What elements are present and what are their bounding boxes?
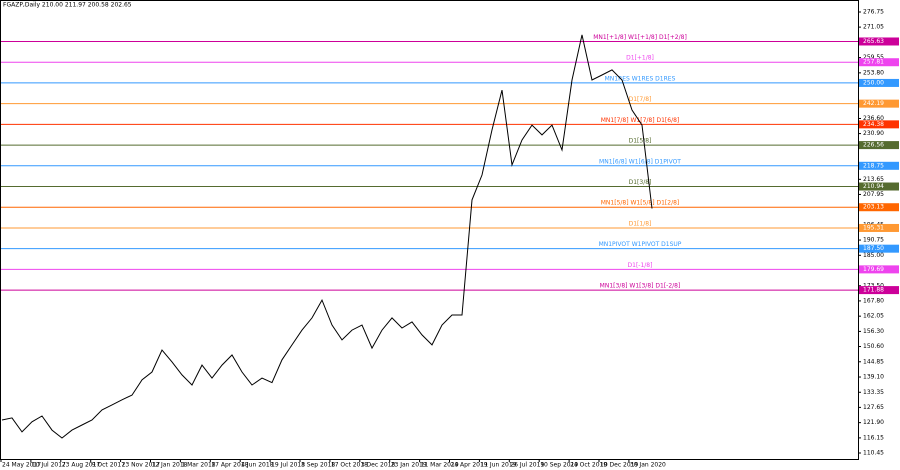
price-tag-label: 226.56 [863, 142, 884, 149]
x-tick-label: 10 Sep 2019 [540, 462, 578, 469]
x-tick-label: 10 Jul 2017 [32, 462, 66, 469]
price-tag-label: 234.38 [863, 121, 884, 128]
y-tick-label: 116.15 [863, 434, 884, 441]
price-tag-label: 179.69 [863, 266, 884, 273]
y-tick-label: 133.35 [863, 389, 884, 396]
y-tick-label: 139.10 [863, 374, 884, 381]
y-tick-label: 121.90 [863, 419, 884, 426]
x-tick-label: 11 Jun 2019 [480, 462, 516, 469]
x-tick-label: 10 Dec 2019 [600, 462, 639, 469]
price-tag-label: 187.50 [863, 245, 884, 252]
x-tick-label: 26 Jul 2019 [510, 462, 544, 469]
level-label: D1[3/8] [629, 179, 652, 186]
y-tick-label: 144.85 [863, 358, 884, 365]
y-tick-label: 207.95 [863, 191, 884, 198]
price-tag [859, 223, 899, 232]
price-tag-label: 195.31 [863, 224, 884, 231]
level-label: MN1[7/8] W1[7/8] D1[6/8] [601, 117, 680, 124]
price-tag-label: 250.00 [863, 79, 884, 86]
x-tick-label: 4 Jun 2018 [241, 462, 273, 469]
x-tick-label: 24 Apr 2019 [451, 462, 488, 469]
x-tick-label: 11 Mar 2019 [421, 462, 459, 469]
price-tag-label: 210.94 [863, 183, 884, 190]
y-tick-label: 173.50 [863, 282, 884, 289]
level-label: D1[7/8] [629, 96, 652, 103]
price-tag [859, 161, 899, 170]
price-tag-label: 242.19 [863, 100, 884, 107]
x-tick-label: 1 Mar 2018 [181, 462, 215, 469]
level-label: MN1[+1/8] W1[+1/8] D1[+2/8] [593, 34, 687, 41]
price-tag [859, 244, 899, 253]
price-tag-label: 265.63 [863, 38, 884, 45]
y-tick-label: 162.05 [863, 313, 884, 320]
price-tag [859, 78, 899, 87]
price-tag-label: 203.13 [863, 204, 884, 211]
price-tag [859, 203, 899, 212]
price-tag [859, 182, 899, 191]
x-tick-label: 19 Jul 2018 [271, 462, 305, 469]
level-label: MN1RES W1RES D1RES [605, 75, 676, 82]
level-label: MN1[3/8] W1[3/8] D1[-2/8] [600, 283, 681, 290]
price-line [1, 34, 653, 439]
price-tag [859, 37, 899, 46]
x-tick-label: 9 Oct 2017 [92, 462, 125, 469]
x-tick-label: 23 Aug 2017 [62, 462, 101, 469]
price-tag [859, 286, 899, 295]
level-label: MN1[5/8] W1[5/8] D1[2/8] [601, 200, 680, 207]
price-tag [859, 120, 899, 129]
x-tick-label: 23 Jan 2019 [391, 462, 427, 469]
level-label: D1[+1/8] [626, 55, 654, 62]
price-tag-label: 171.88 [863, 287, 884, 294]
y-tick-label: 156.30 [863, 328, 884, 335]
price-tag-label: 257.81 [863, 59, 884, 66]
x-tick-label: 12 Jan 2018 [152, 462, 188, 469]
level-label: MN1[6/8] W1[6/8] D1PIVOT [599, 158, 681, 165]
y-tick-label: 213.65 [863, 176, 884, 183]
y-tick-label: 259.55 [863, 54, 884, 61]
plot-frame [0, 0, 859, 460]
x-tick-label: 24 May 2017 [2, 462, 41, 469]
x-tick-label: 17 Oct 2018 [331, 462, 368, 469]
y-tick-label: 167.80 [863, 297, 884, 304]
price-tag [859, 141, 899, 150]
y-tick-label: 190.75 [863, 237, 884, 244]
x-tick-label: 24 Oct 2019 [570, 462, 607, 469]
level-label: D1[-1/8] [628, 262, 653, 269]
y-tick-label: 230.90 [863, 130, 884, 137]
price-tag [859, 265, 899, 274]
y-tick-label: 253.80 [863, 69, 884, 76]
price-tag-label: 218.75 [863, 162, 884, 169]
level-label: MN1PIVOT W1PIVOT D1SUP [599, 241, 682, 248]
x-tick-label: 23 Nov 2017 [122, 462, 161, 469]
x-tick-label: 3 Dec 2018 [361, 462, 396, 469]
y-tick-label: 271.05 [863, 24, 884, 31]
y-tick-label: 236.60 [863, 115, 884, 122]
price-tag [859, 99, 899, 108]
y-tick-label: 127.65 [863, 404, 884, 411]
x-tick-label: 30 Jan 2020 [630, 462, 666, 469]
y-tick-label: 276.75 [863, 9, 884, 16]
y-tick-label: 185.00 [863, 252, 884, 259]
x-tick-label: 3 Sep 2018 [301, 462, 335, 469]
price-tag [859, 58, 899, 67]
level-label: D1[5/8] [629, 138, 652, 145]
chart-title: FGAZP,Daily 210.00 211.97 200.58 202.65 [3, 2, 132, 9]
y-tick-label: 110.45 [863, 450, 884, 457]
y-tick-label: 150.60 [863, 343, 884, 350]
x-tick-label: 17 Apr 2018 [211, 462, 248, 469]
level-label: D1[1/8] [629, 220, 652, 227]
